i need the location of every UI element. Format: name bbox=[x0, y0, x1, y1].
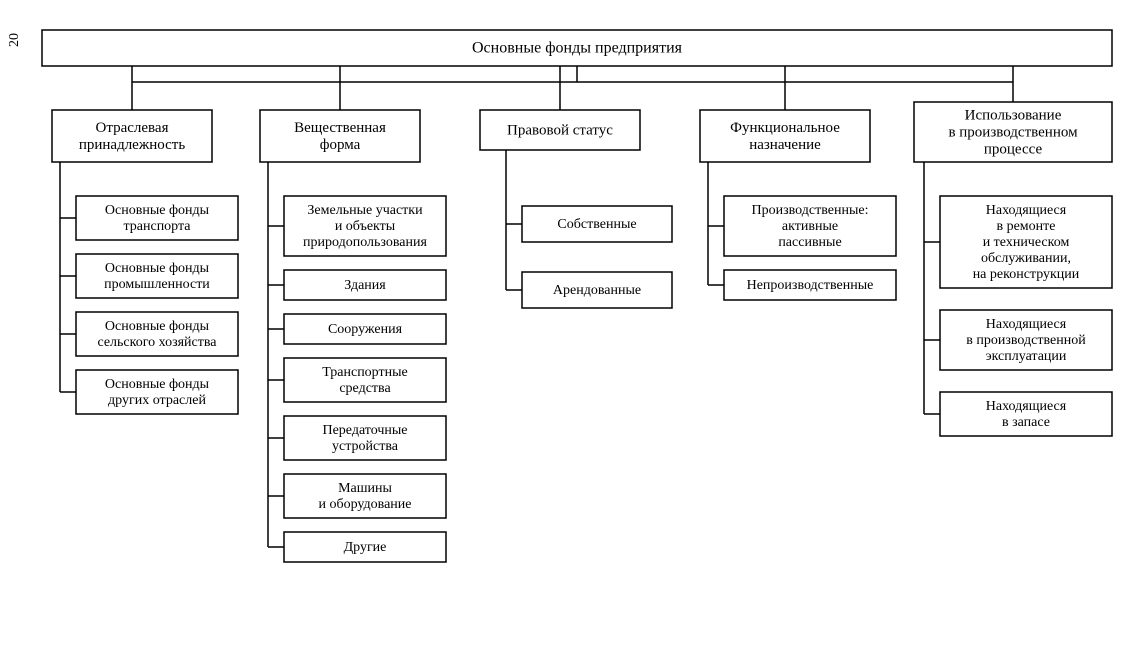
item-label-c1-3: Основные фондыдругих отраслей bbox=[105, 377, 210, 408]
svg-text:Земельные участки: Земельные участки bbox=[307, 203, 423, 218]
svg-text:Здания: Здания bbox=[344, 278, 386, 293]
item-label-c3-0: Собственные bbox=[557, 217, 636, 232]
svg-text:Основные фонды: Основные фонды bbox=[105, 203, 210, 218]
svg-text:средства: средства bbox=[339, 381, 391, 396]
svg-text:Непроизводственные: Непроизводственные bbox=[747, 278, 874, 293]
item-label-c2-4: Передаточныеустройства bbox=[322, 423, 407, 454]
svg-text:Использование: Использование bbox=[965, 107, 1062, 123]
category-label-c3: Правовой статус bbox=[507, 122, 613, 138]
svg-text:Находящиеся: Находящиеся bbox=[986, 399, 1067, 414]
svg-text:Передаточные: Передаточные bbox=[322, 423, 407, 438]
svg-text:Транспортные: Транспортные bbox=[322, 365, 407, 380]
svg-text:Функциональное: Функциональное bbox=[730, 120, 840, 136]
svg-text:принадлежность: принадлежность bbox=[79, 137, 185, 153]
item-label-c1-1: Основные фондыпромышленности bbox=[104, 261, 210, 292]
svg-text:и оборудование: и оборудование bbox=[318, 497, 411, 512]
page-number: 20 bbox=[7, 33, 22, 47]
svg-text:на реконструкции: на реконструкции bbox=[973, 267, 1080, 282]
svg-text:в производственной: в производственной bbox=[966, 333, 1086, 348]
svg-text:Сооружения: Сооружения bbox=[328, 322, 403, 337]
svg-text:устройства: устройства bbox=[332, 439, 399, 454]
org-chart: 20Основные фонды предприятияОтраслеваяпр… bbox=[0, 0, 1132, 665]
svg-text:транспорта: транспорта bbox=[123, 219, 191, 234]
svg-text:Машины: Машины bbox=[338, 481, 392, 496]
svg-text:активные: активные bbox=[782, 219, 838, 234]
svg-text:Находящиеся: Находящиеся bbox=[986, 203, 1067, 218]
svg-text:процессе: процессе bbox=[984, 141, 1043, 157]
svg-text:Производственные:: Производственные: bbox=[752, 203, 869, 218]
svg-text:сельского хозяйства: сельского хозяйства bbox=[97, 335, 217, 350]
svg-text:Арендованные: Арендованные bbox=[553, 283, 641, 298]
svg-text:в ремонте: в ремонте bbox=[996, 219, 1055, 234]
item-label-c2-1: Здания bbox=[344, 278, 386, 293]
item-label-c4-1: Непроизводственные bbox=[747, 278, 874, 293]
svg-text:Вещественная: Вещественная bbox=[294, 120, 386, 136]
svg-text:Находящиеся: Находящиеся bbox=[986, 317, 1067, 332]
item-label-c2-6: Другие bbox=[344, 540, 387, 555]
svg-text:Основные фонды: Основные фонды bbox=[105, 319, 210, 334]
svg-text:обслуживании,: обслуживании, bbox=[981, 251, 1071, 266]
svg-text:в производственном: в производственном bbox=[948, 124, 1078, 140]
svg-text:Правовой статус: Правовой статус bbox=[507, 122, 613, 138]
svg-text:Основные фонды предприятия: Основные фонды предприятия bbox=[472, 40, 683, 57]
svg-text:и объекты: и объекты bbox=[335, 219, 396, 234]
svg-text:пассивные: пассивные bbox=[778, 235, 841, 250]
root-label: Основные фонды предприятия bbox=[472, 40, 683, 57]
svg-text:форма: форма bbox=[320, 137, 361, 153]
svg-text:природопользования: природопользования bbox=[303, 235, 427, 250]
item-label-c1-2: Основные фондысельского хозяйства bbox=[97, 319, 217, 350]
svg-text:промышленности: промышленности bbox=[104, 277, 210, 292]
svg-text:и техническом: и техническом bbox=[983, 235, 1070, 250]
svg-text:Отраслевая: Отраслевая bbox=[96, 120, 169, 136]
svg-text:эксплуатации: эксплуатации bbox=[986, 349, 1067, 364]
svg-text:Основные фонды: Основные фонды bbox=[105, 261, 210, 276]
item-label-c5-0: Находящиесяв ремонтеи техническомобслужи… bbox=[973, 203, 1080, 282]
svg-text:Собственные: Собственные bbox=[557, 217, 636, 232]
svg-text:назначение: назначение bbox=[749, 137, 821, 153]
item-label-c3-1: Арендованные bbox=[553, 283, 641, 298]
item-label-c2-2: Сооружения bbox=[328, 322, 403, 337]
svg-text:Другие: Другие bbox=[344, 540, 387, 555]
svg-text:других отраслей: других отраслей bbox=[108, 393, 206, 408]
svg-text:в запасе: в запасе bbox=[1002, 415, 1050, 430]
svg-text:Основные фонды: Основные фонды bbox=[105, 377, 210, 392]
